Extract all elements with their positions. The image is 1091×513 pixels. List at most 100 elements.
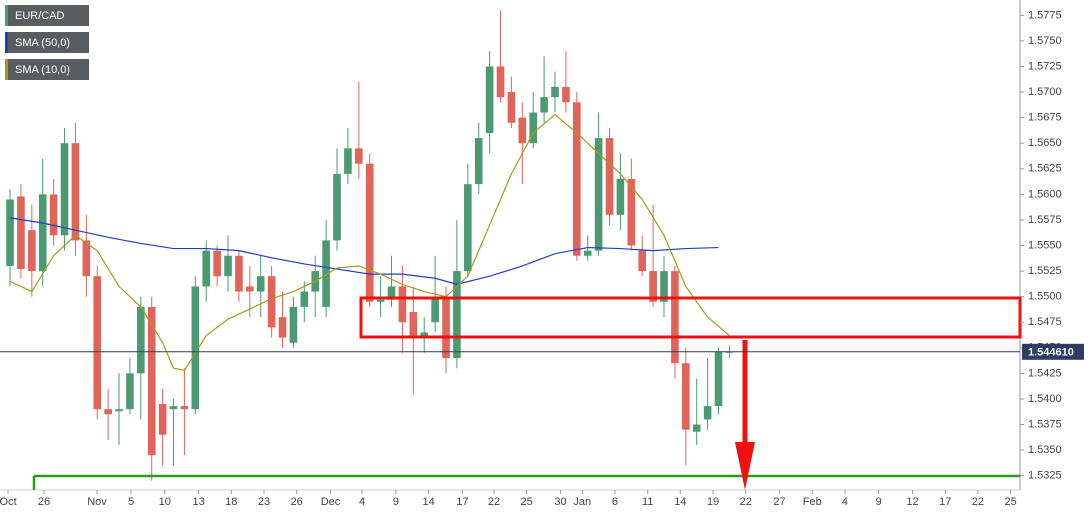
x-tick-label: 9 xyxy=(876,496,882,508)
resistance-zone xyxy=(359,296,1022,339)
candle-body xyxy=(583,250,592,256)
marks xyxy=(6,10,734,481)
last-price-box xyxy=(1022,343,1084,360)
candle-body xyxy=(49,194,58,236)
candle-body xyxy=(169,406,178,410)
y-tick-label: 1.5700 xyxy=(1028,86,1062,98)
candle-body xyxy=(333,173,341,241)
x-tick-label: 25 xyxy=(521,496,533,508)
x-tick-label: 9 xyxy=(393,496,399,508)
x-tick-label: 14 xyxy=(422,496,434,508)
candle-body xyxy=(246,286,254,292)
candle-body xyxy=(529,112,538,144)
candle-body xyxy=(442,296,450,359)
y-tick-label: 1.5550 xyxy=(1028,239,1062,251)
x-tick-label: 13 xyxy=(192,496,204,508)
x-tick-label: 22 xyxy=(972,496,984,508)
y-tick-label: 1.5600 xyxy=(1028,188,1062,200)
candle-body xyxy=(256,276,265,292)
x-tick-label: 23 xyxy=(258,496,270,508)
candle-body xyxy=(17,196,25,270)
candle-body xyxy=(137,306,145,374)
candle-body xyxy=(692,424,701,432)
sma-line xyxy=(9,217,719,286)
legend-label: EUR/CAD xyxy=(15,10,65,22)
y-tick-label: 1.5675 xyxy=(1028,112,1062,124)
candle-body xyxy=(355,148,363,164)
candle-body xyxy=(235,255,243,292)
last-price-label: 1.544610 xyxy=(1028,347,1074,359)
candle-body xyxy=(115,409,123,412)
candle-body xyxy=(453,271,461,359)
y-tick-label: 1.5575 xyxy=(1028,214,1062,226)
candle-body xyxy=(344,148,352,174)
candle-body xyxy=(289,306,298,343)
candle-body xyxy=(518,117,527,144)
x-tick-label: 5 xyxy=(128,496,134,508)
candle-body xyxy=(627,179,636,246)
candle-body xyxy=(38,194,47,272)
candle-body xyxy=(682,363,690,430)
x-tick-label: Jan xyxy=(573,496,591,508)
candle-body xyxy=(714,351,723,407)
candle-body xyxy=(202,250,211,287)
legend-box xyxy=(5,59,89,80)
legend-label: SMA (10,0) xyxy=(15,64,70,76)
candle-body xyxy=(638,250,647,272)
candle-body xyxy=(671,271,679,364)
y-tick-label: 1.5625 xyxy=(1028,163,1062,175)
x-tick-label: 27 xyxy=(773,496,785,508)
legend: EUR/CAD SMA (50,0) SMA (10,0) xyxy=(5,5,89,80)
candle-body xyxy=(278,317,287,338)
y-tick-label: 1.5350 xyxy=(1028,444,1062,456)
candle-body xyxy=(300,291,309,307)
candle-body xyxy=(322,240,330,307)
y-tick-label: 1.5425 xyxy=(1028,367,1062,379)
candle-body xyxy=(573,102,581,256)
candle-body xyxy=(28,230,36,272)
x-tick-label: 26 xyxy=(38,496,50,508)
x-tick-label: 19 xyxy=(707,496,719,508)
candle-body xyxy=(82,240,91,277)
legend-swatch xyxy=(5,59,8,80)
y-tick-label: 1.5775 xyxy=(1028,9,1062,21)
candle-body xyxy=(562,86,570,103)
candle-body xyxy=(104,409,112,415)
candle-body xyxy=(464,184,472,272)
candle-body xyxy=(191,286,200,410)
y-tick-label: 1.5375 xyxy=(1028,418,1062,430)
x-tick-label: 22 xyxy=(488,496,500,508)
legend-swatch xyxy=(5,32,8,53)
x-tick-label: 12 xyxy=(906,496,918,508)
candle-body xyxy=(398,286,407,323)
x-tick-label: Nov xyxy=(87,496,107,508)
candle-body xyxy=(71,143,80,241)
candle-body xyxy=(551,86,559,98)
x-tick-label: 17 xyxy=(939,496,951,508)
x-tick-label: 14 xyxy=(674,496,686,508)
y-tick-label: 1.5475 xyxy=(1028,316,1062,328)
x-tick-label: 22 xyxy=(740,496,752,508)
x-tick-label: 6 xyxy=(612,496,618,508)
y-tick-label: 1.5725 xyxy=(1028,60,1062,72)
x-tick-label: 11 xyxy=(642,496,653,508)
legend-box xyxy=(5,5,89,26)
y-tick-label: 1.5525 xyxy=(1028,265,1062,277)
candle-body xyxy=(649,271,657,302)
legend-box xyxy=(5,32,89,53)
candle-body xyxy=(616,179,625,215)
x-tick-label: 4 xyxy=(359,496,365,508)
candle-body xyxy=(594,138,603,251)
x-tick-label: Oct xyxy=(0,496,17,508)
candle-body xyxy=(376,299,385,302)
x-tick-label: 25 xyxy=(1005,496,1017,508)
x-tick-label: 10 xyxy=(159,496,171,508)
y-tick-label: 1.5500 xyxy=(1028,291,1062,303)
x-tick-label: 30 xyxy=(554,496,566,508)
candle-body xyxy=(605,138,614,215)
candle-body xyxy=(180,406,189,410)
candle-body xyxy=(431,296,439,323)
candle-body xyxy=(6,199,14,266)
